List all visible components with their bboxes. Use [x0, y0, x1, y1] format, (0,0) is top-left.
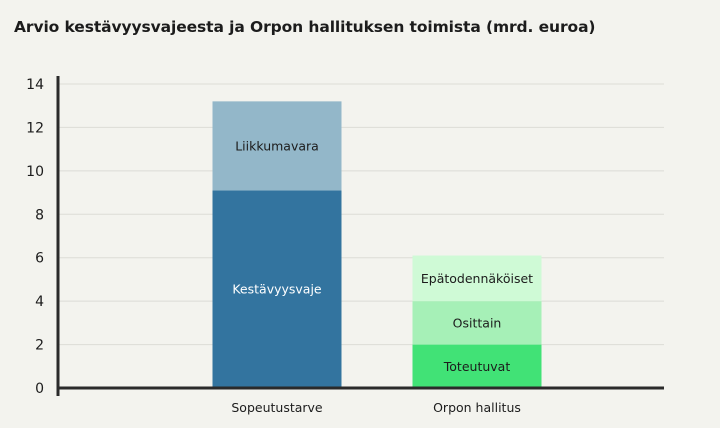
y-tick-label: 2: [35, 338, 44, 354]
y-tick-label: 6: [35, 251, 44, 267]
chart-title: Arvio kestävyysvajeesta ja Orpon hallitu…: [14, 18, 596, 36]
y-tick-label: 0: [35, 381, 44, 397]
segment-label: Kestävyysvaje: [232, 282, 322, 297]
bar-segment: [412, 255, 542, 302]
bar-segment: [412, 301, 542, 345]
y-tick-label: 10: [26, 164, 44, 180]
bar-segment: [412, 344, 542, 388]
bar-segment: [212, 101, 342, 191]
segment-label: Liikkumavara: [235, 138, 319, 153]
y-tick-label: 14: [26, 77, 44, 93]
x-category-label: Sopeutustarve: [231, 400, 323, 415]
y-tick-label: 12: [26, 120, 44, 136]
bar-segment: [212, 190, 342, 388]
segment-label: Toteutuvat: [443, 359, 511, 374]
segment-label: Osittain: [453, 315, 502, 330]
segment-label: Epätodennäköiset: [421, 271, 533, 286]
x-category-label: Orpon hallitus: [433, 400, 521, 415]
y-tick-label: 4: [35, 294, 44, 310]
y-tick-label: 8: [35, 207, 44, 223]
